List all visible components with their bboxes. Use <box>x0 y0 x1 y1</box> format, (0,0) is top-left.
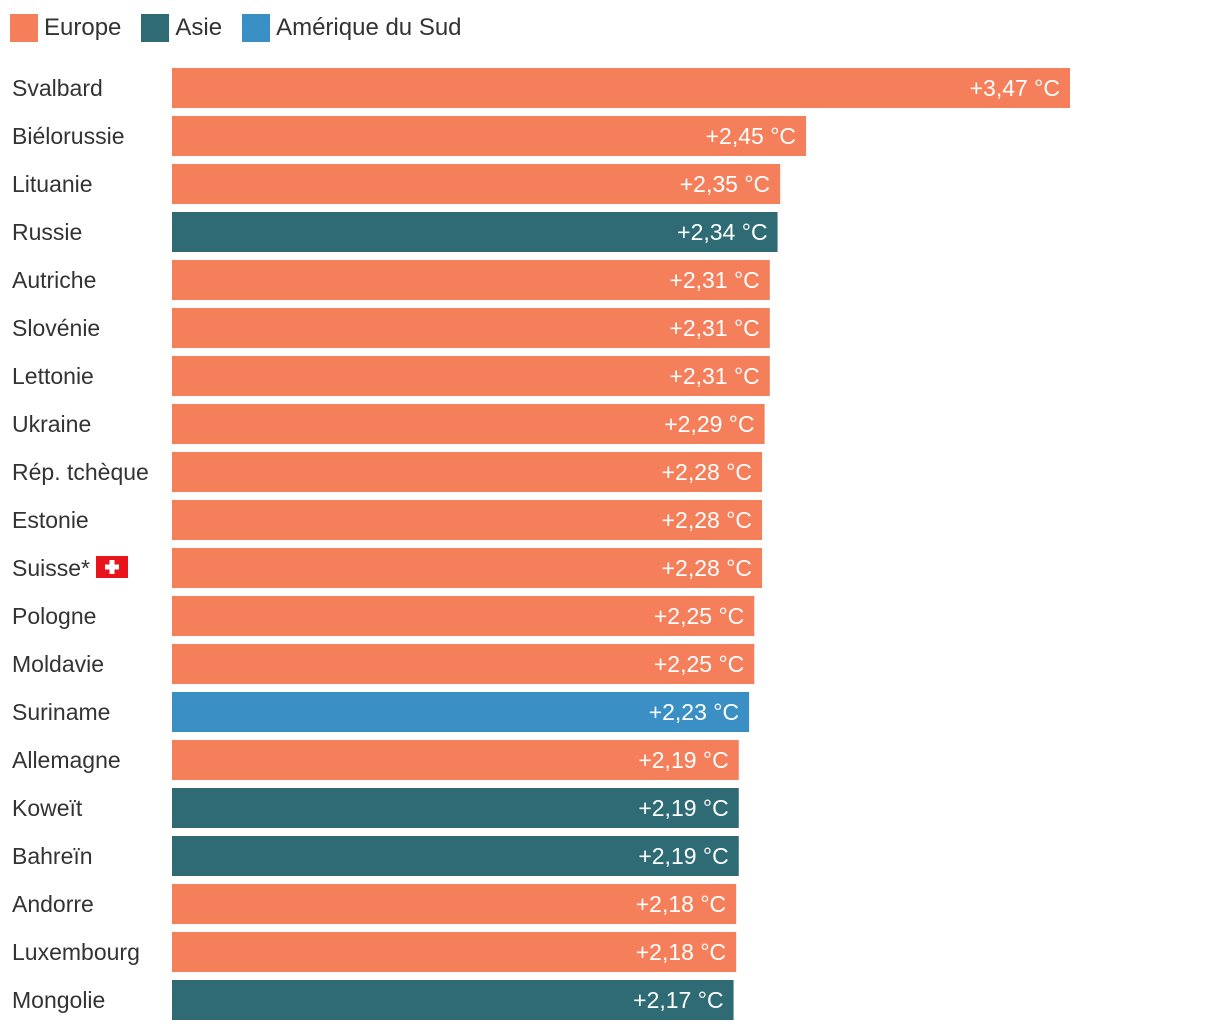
category-label-ukraine: Ukraine <box>12 411 91 437</box>
category-label-bielorussie: Biélorussie <box>12 123 125 149</box>
value-label-mongolie: +2,17 °C <box>633 987 723 1013</box>
bar-allemagne <box>172 740 739 780</box>
bar-suisse <box>172 548 763 588</box>
legend-label-amerique-du-sud: Amérique du Sud <box>276 14 462 41</box>
value-label-luxembourg: +2,18 °C <box>636 939 726 965</box>
swiss-flag-icon <box>96 556 128 578</box>
value-label-moldavie: +2,25 °C <box>654 651 744 677</box>
bar-svalbard <box>172 68 1070 108</box>
bar-bielorussie <box>172 116 807 156</box>
value-label-pologne: +2,25 °C <box>654 603 744 629</box>
bar-lettonie <box>172 356 770 396</box>
category-label-rep-tcheque: Rép. tchèque <box>12 459 149 485</box>
category-label-suisse: Suisse* <box>12 555 90 581</box>
category-label-allemagne: Allemagne <box>12 747 121 773</box>
value-label-svalbard: +3,47 °C <box>970 75 1060 101</box>
value-label-bielorussie: +2,45 °C <box>706 123 796 149</box>
value-label-estonie: +2,28 °C <box>662 507 752 533</box>
bar-russie <box>172 212 778 252</box>
category-label-pologne: Pologne <box>12 603 96 629</box>
legend-label-europe: Europe <box>44 14 122 41</box>
bar-suriname <box>172 692 750 732</box>
category-label-suriname: Suriname <box>12 699 110 725</box>
bar-bahrein <box>172 836 739 876</box>
bar-moldavie <box>172 644 755 684</box>
category-label-andorre: Andorre <box>12 891 94 917</box>
category-label-lettonie: Lettonie <box>12 363 94 389</box>
value-label-andorre: +2,18 °C <box>636 891 726 917</box>
category-label-bahrein: Bahreïn <box>12 843 93 869</box>
value-label-allemagne: +2,19 °C <box>638 747 728 773</box>
value-label-lettonie: +2,31 °C <box>669 363 759 389</box>
bar-slovenie <box>172 308 770 348</box>
value-label-rep-tcheque: +2,28 °C <box>662 459 752 485</box>
legend-swatch-amerique-du-sud <box>242 14 271 42</box>
legend-item-europe: Europe <box>10 14 121 42</box>
value-label-slovenie: +2,31 °C <box>669 315 759 341</box>
value-label-lituanie: +2,35 °C <box>680 171 770 197</box>
category-label-mongolie: Mongolie <box>12 987 105 1013</box>
category-label-estonie: Estonie <box>12 507 89 533</box>
category-label-autriche: Autriche <box>12 267 96 293</box>
bar-autriche <box>172 260 770 300</box>
chart-legend: Europe Asie Amérique du Sud <box>10 13 482 43</box>
bar-pologne <box>172 596 755 636</box>
value-label-ukraine: +2,29 °C <box>664 411 754 437</box>
value-label-suriname: +2,23 °C <box>649 699 739 725</box>
category-label-russie: Russie <box>12 219 82 245</box>
legend-item-asie: Asie <box>141 14 222 42</box>
bar-ukraine <box>172 404 765 444</box>
category-label-svalbard: Svalbard <box>12 75 103 101</box>
bar-estonie <box>172 500 763 540</box>
value-label-bahrein: +2,19 °C <box>638 843 728 869</box>
bar-koweit <box>172 788 739 828</box>
value-label-suisse: +2,28 °C <box>662 555 752 581</box>
category-label-lituanie: Lituanie <box>12 171 93 197</box>
category-label-moldavie: Moldavie <box>12 651 104 677</box>
legend-swatch-asie <box>141 14 170 42</box>
value-label-autriche: +2,31 °C <box>669 267 759 293</box>
value-label-koweit: +2,19 °C <box>638 795 728 821</box>
bar-rep-tcheque <box>172 452 763 492</box>
bar-mongolie <box>172 980 734 1020</box>
value-label-russie: +2,34 °C <box>677 219 767 245</box>
category-label-koweit: Koweït <box>12 795 83 821</box>
legend-item-amerique-du-sud: Amérique du Sud <box>242 14 462 42</box>
category-label-luxembourg: Luxembourg <box>12 939 140 965</box>
legend-label-asie: Asie <box>175 14 223 41</box>
bar-luxembourg <box>172 932 737 972</box>
category-label-slovenie: Slovénie <box>12 315 100 341</box>
legend-swatch-europe <box>10 14 38 42</box>
bar-lituanie <box>172 164 781 204</box>
bar-andorre <box>172 884 737 924</box>
